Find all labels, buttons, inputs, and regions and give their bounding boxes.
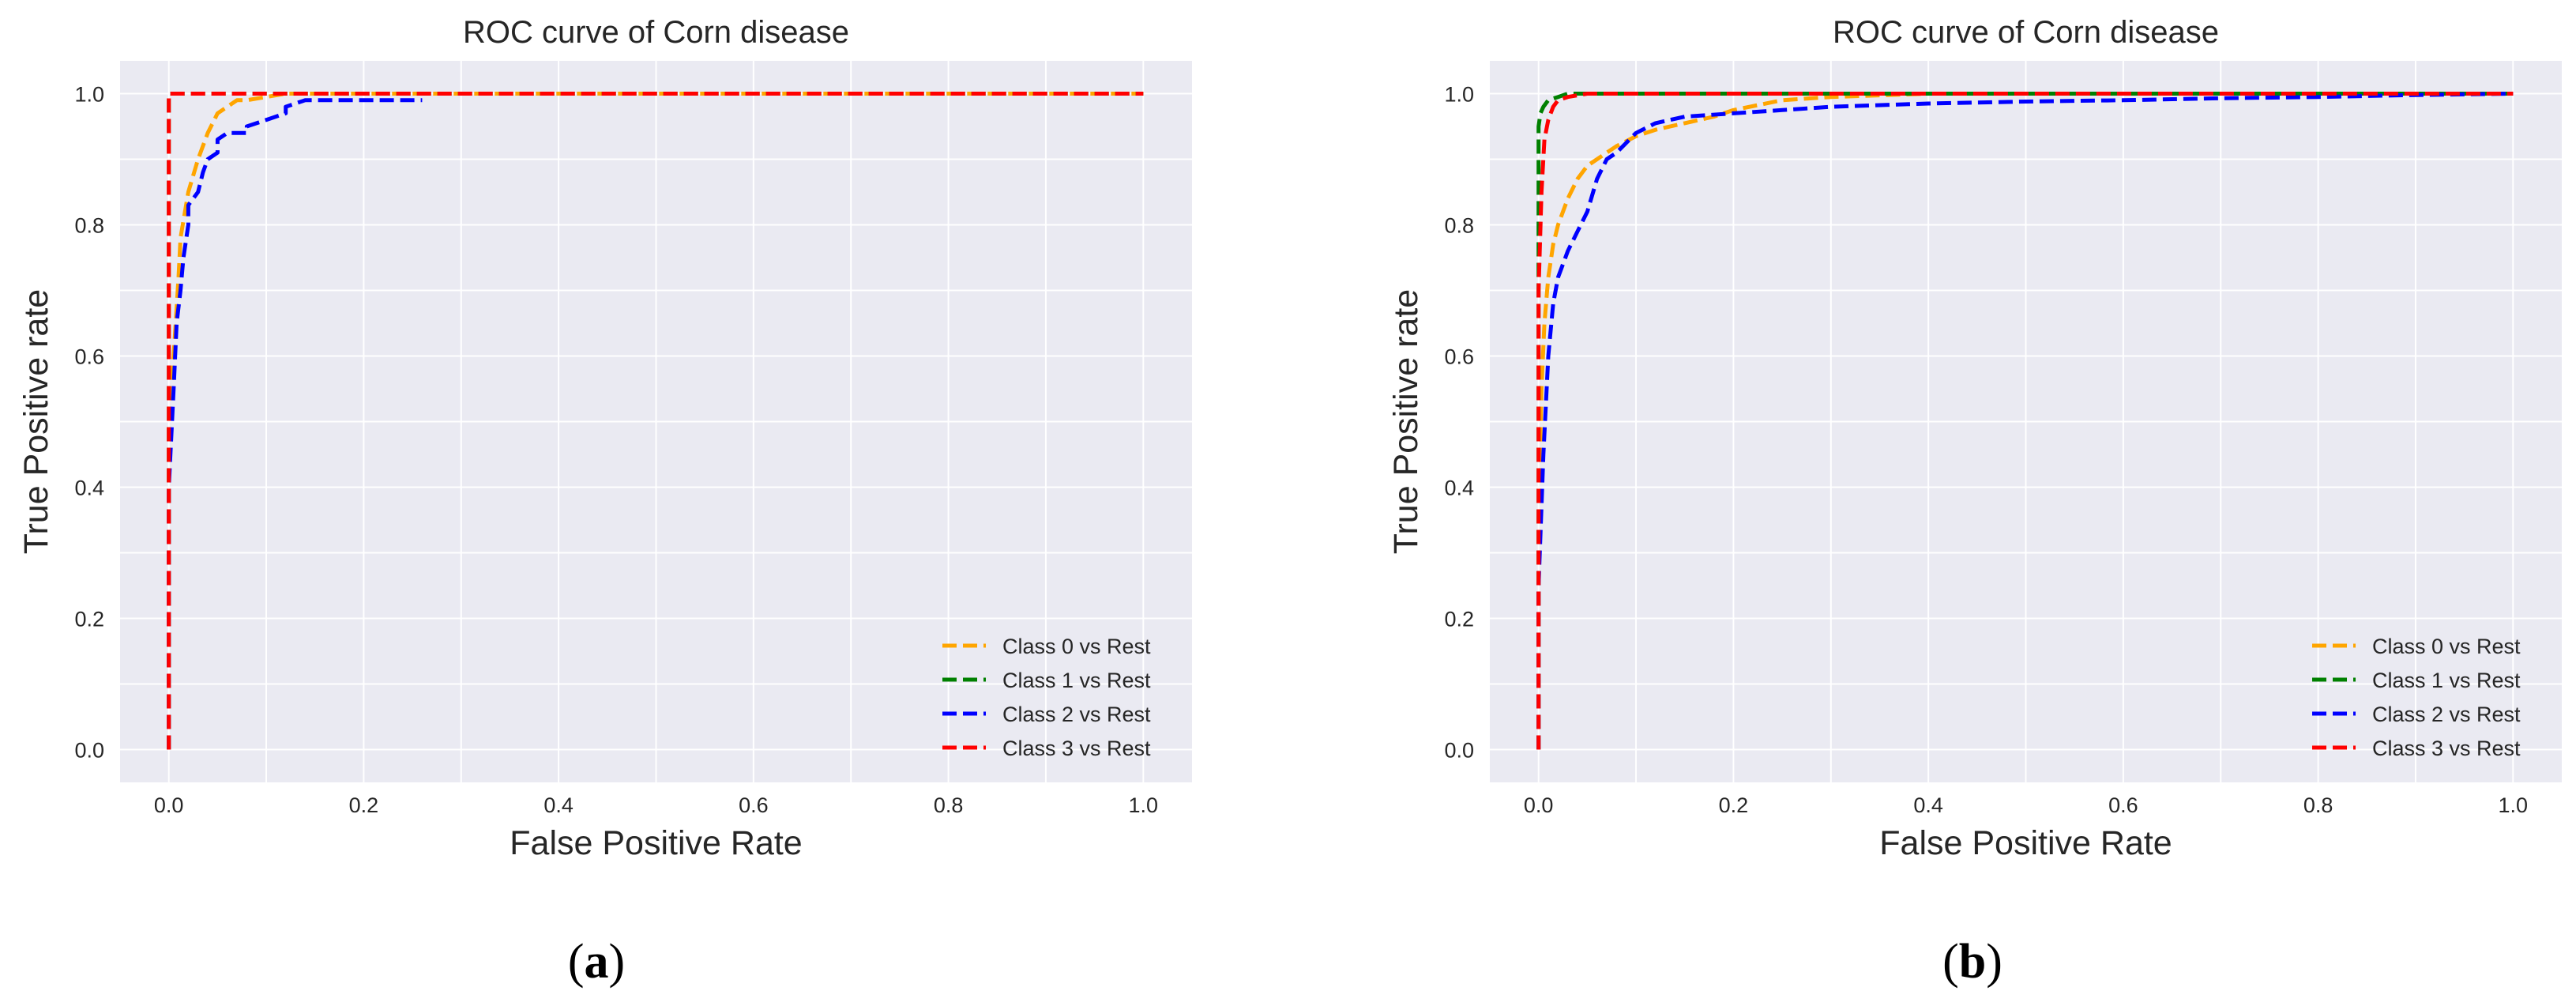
chart-title: ROC curve of Corn disease [463,15,849,50]
series-line-class-3 [1536,92,2514,750]
x-tick-label: 0.6 [739,793,769,817]
x-tick-label: 0.0 [1524,793,1554,817]
y-tick-label: 0.0 [74,739,104,763]
x-tick-label: 0.6 [2108,793,2138,817]
y-tick-label: 0.6 [74,345,104,369]
panel-label-b-close: ) [1986,935,2003,989]
y-tick-label: 0.8 [1444,214,1474,238]
legend-label: Class 1 vs Rest [2372,669,2521,692]
legend-label: Class 0 vs Rest [1002,635,1151,658]
x-tick-label: 0.4 [543,793,573,817]
y-tick-label: 1.0 [74,83,104,107]
x-tick-label: 0.8 [934,793,964,817]
panel-label-a: (a) [568,935,625,989]
y-axis-label: True Positive rate [17,289,55,554]
series-line-class-2 [167,98,423,750]
x-axis-label: False Positive Rate [1879,824,2172,862]
y-tick-label: 0.8 [74,214,104,238]
y-tick-label: 0.0 [1444,739,1474,763]
panel-label-a-letter: a [585,935,609,989]
panel-label-b: (b) [1942,935,2003,989]
panel-label-b-open: ( [1942,935,1959,989]
y-tick-label: 0.2 [74,608,104,631]
legend-label: Class 2 vs Rest [2372,703,2521,726]
x-tick-label: 1.0 [2499,793,2529,817]
y-axis-label: True Positive rate [1387,289,1425,554]
legend-label: Class 2 vs Rest [1002,703,1151,726]
y-tick-label: 0.4 [1444,477,1474,500]
legend-label: Class 3 vs Rest [2372,737,2521,760]
y-tick-label: 1.0 [1444,83,1474,107]
x-tick-label: 1.0 [1129,793,1159,817]
chart-title: ROC curve of Corn disease [1833,15,2219,50]
roc-chart-a: 0.0 0.2 0.4 0.6 0.8 1.0 0.0 0.2 0.4 0.6 0.8 1.0 ROC … [17,15,1192,862]
series-line-class-2 [1536,92,2514,750]
x-tick-label: 0.2 [349,793,379,817]
x-tick-label: 0.0 [154,793,184,817]
x-tick-label: 0.2 [1719,793,1749,817]
legend-label: Class 0 vs Rest [2372,635,2521,658]
series-line-class-1 [1536,92,2514,750]
y-tick-label: 0.6 [1444,345,1474,369]
legend-label: Class 3 vs Rest [1002,737,1151,760]
x-tick-label: 0.8 [2303,793,2333,817]
x-axis-label: False Positive Rate [510,824,802,862]
panel-label-a-close: ) [609,935,626,989]
series-line-class-0 [1536,92,2514,750]
series-line-class-3 [167,92,1144,750]
legend-label: Class 1 vs Rest [1002,669,1151,692]
panel-label-a-open: ( [568,935,585,989]
y-tick-label: 0.4 [74,477,104,500]
x-tick-label: 0.4 [1913,793,1943,817]
panel-label-b-letter: b [1959,935,1986,989]
roc-chart-b: 0.0 0.2 0.4 0.6 0.8 1.0 0.0 0.2 0.4 0.6 0.8 1.0 ROC … [1387,15,2562,862]
y-tick-label: 0.2 [1444,608,1474,631]
